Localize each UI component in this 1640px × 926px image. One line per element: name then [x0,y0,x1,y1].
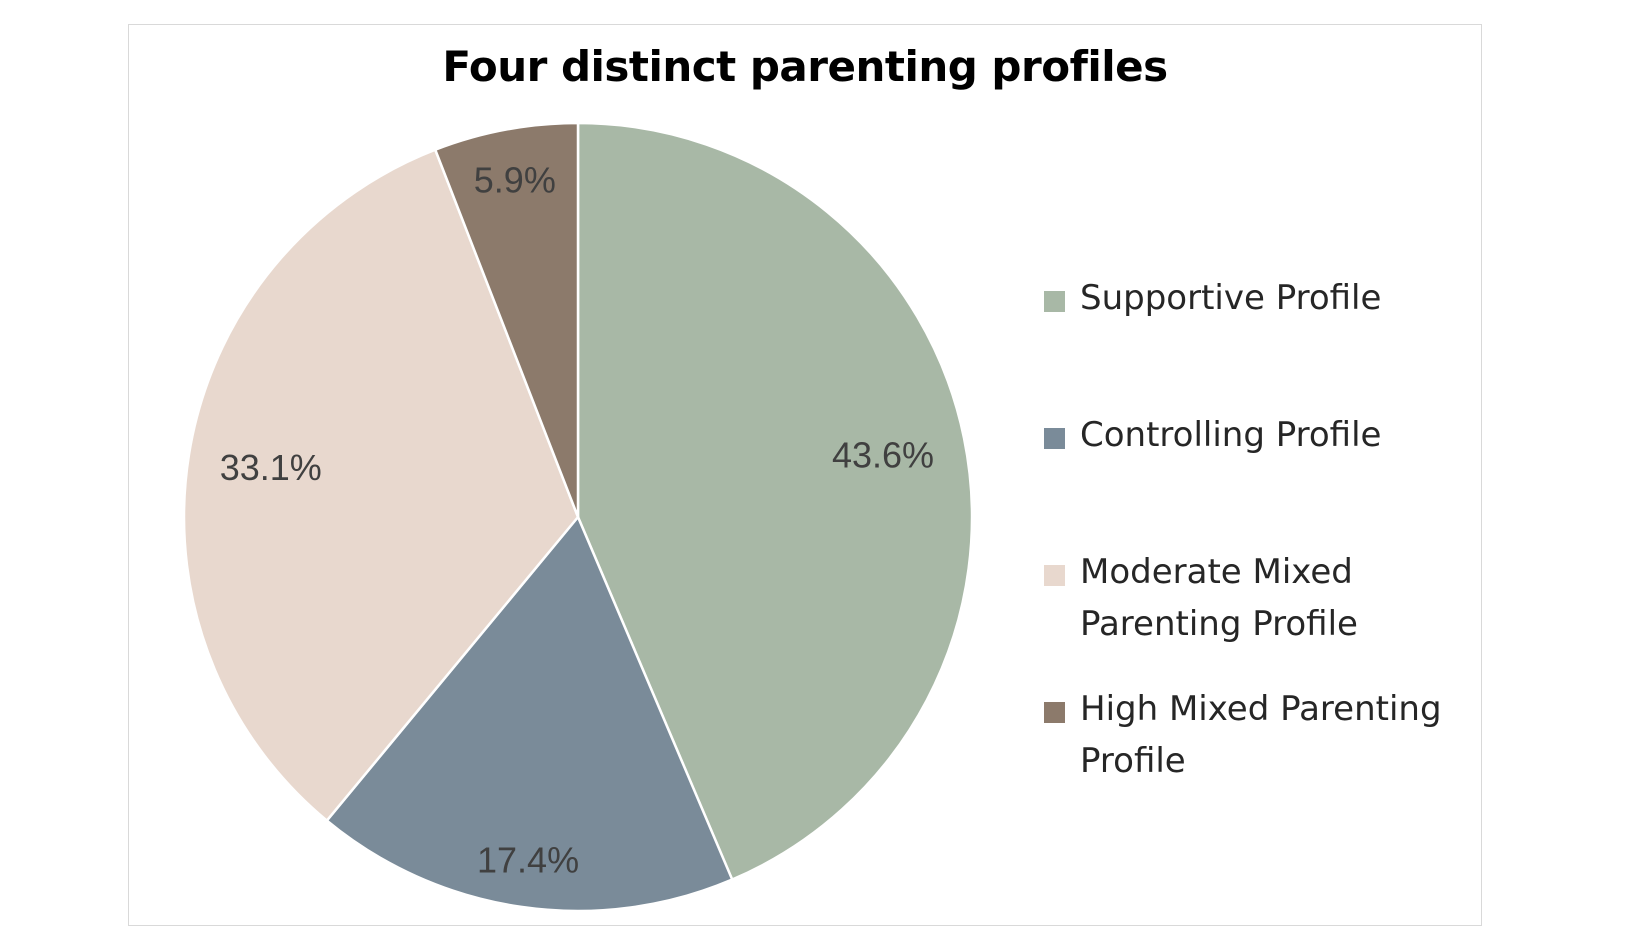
legend-label: Controlling Profile [1080,415,1382,455]
pie-data-labels: 43.6% 17.4% 33.1% 5.9% [220,160,934,881]
pie-slices [182,121,974,913]
slice-moderate-mixed [182,148,580,822]
legend-label: Moderate Mixed Parenting Profile [1080,552,1358,644]
data-label-supportive: 43.6% [832,434,934,475]
legend-item-supportive: Supportive Profile [1044,272,1480,324]
legend-label: Supportive Profile [1080,278,1382,318]
slice-supportive [576,121,974,881]
data-label-high-mixed: 5.9% [474,160,556,201]
data-label-controlling: 17.4% [477,840,579,881]
legend-item-high-mixed: High Mixed Parenting Profile [1044,683,1480,787]
slice-controlling [325,515,734,913]
legend-swatch [1044,702,1065,723]
data-label-moderate-mixed: 33.1% [220,447,322,488]
legend-swatch [1044,428,1065,449]
legend-swatch [1044,565,1065,586]
slice-high-mixed [434,121,580,519]
chart-title: Four distinct parenting profiles [442,42,1168,91]
legend-label: High Mixed Parenting Profile [1080,689,1442,781]
legend-item-controlling: Controlling Profile [1044,409,1480,461]
legend-item-moderate-mixed: Moderate Mixed Parenting Profile [1044,546,1480,650]
legend-swatch [1044,291,1065,312]
